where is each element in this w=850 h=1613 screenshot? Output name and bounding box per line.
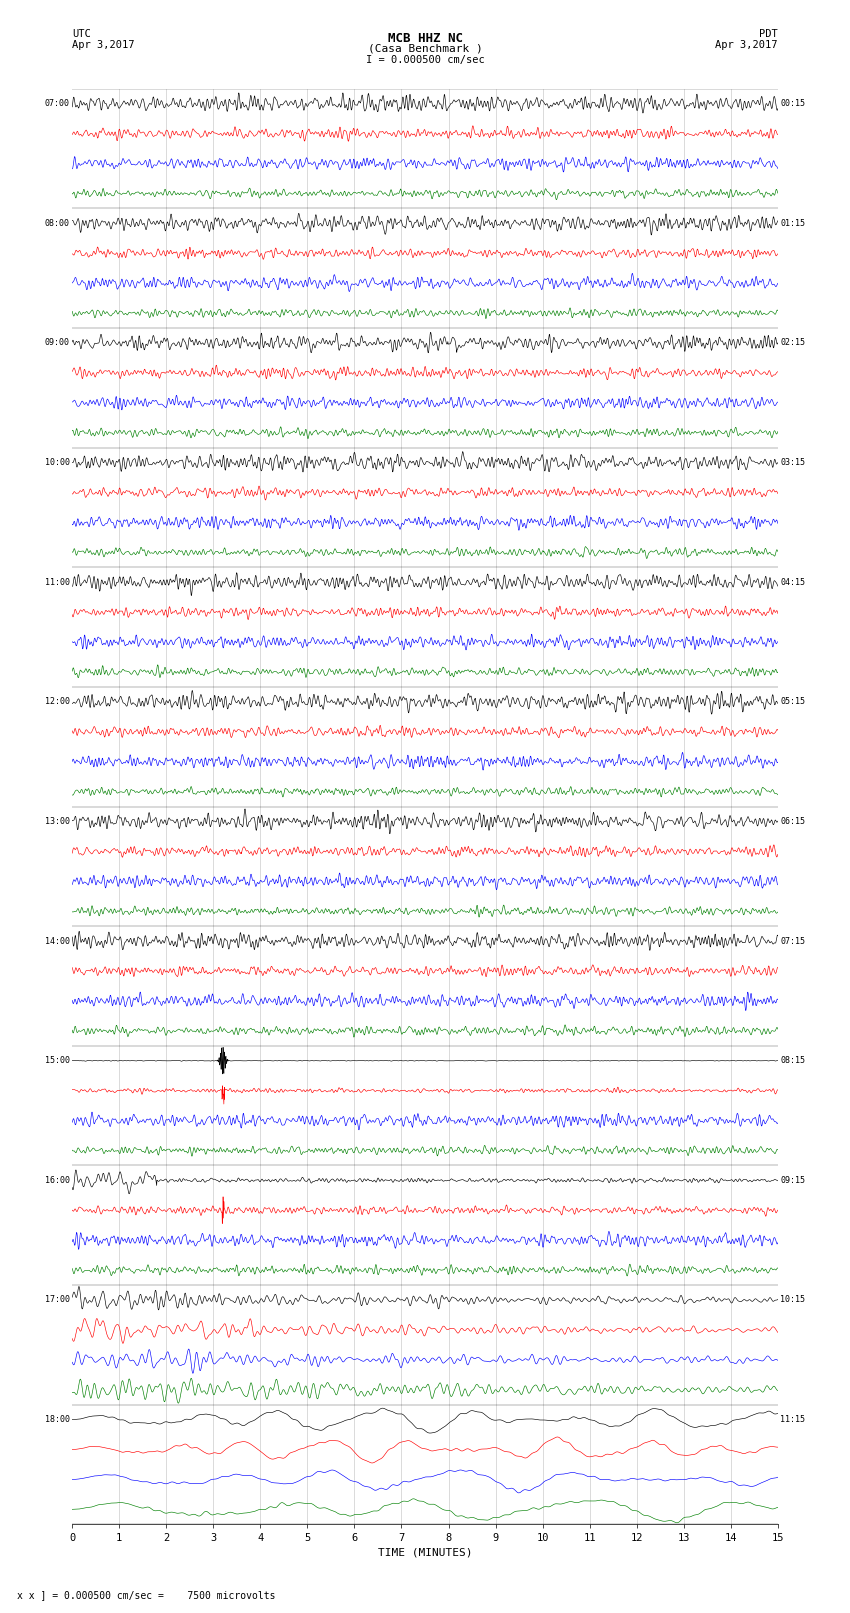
Text: (Casa Benchmark ): (Casa Benchmark ) xyxy=(367,44,483,53)
Text: 04:15: 04:15 xyxy=(780,577,805,587)
Text: 12:00: 12:00 xyxy=(45,697,70,706)
Text: UTC: UTC xyxy=(72,29,91,39)
Text: 07:15: 07:15 xyxy=(780,937,805,945)
Text: 01:15: 01:15 xyxy=(780,219,805,227)
Text: 15:00: 15:00 xyxy=(45,1057,70,1065)
Text: 09:00: 09:00 xyxy=(45,339,70,347)
Text: 17:00: 17:00 xyxy=(45,1295,70,1305)
Text: 11:00: 11:00 xyxy=(45,577,70,587)
X-axis label: TIME (MINUTES): TIME (MINUTES) xyxy=(377,1547,473,1558)
Text: 05:15: 05:15 xyxy=(780,697,805,706)
Text: 13:00: 13:00 xyxy=(45,816,70,826)
Text: I = 0.000500 cm/sec: I = 0.000500 cm/sec xyxy=(366,55,484,65)
Text: 07:00: 07:00 xyxy=(45,98,70,108)
Text: Apr 3,2017: Apr 3,2017 xyxy=(715,40,778,50)
Text: 08:00: 08:00 xyxy=(45,219,70,227)
Text: 00:15: 00:15 xyxy=(780,98,805,108)
Text: 03:15: 03:15 xyxy=(780,458,805,468)
Text: 02:15: 02:15 xyxy=(780,339,805,347)
Text: 18:00: 18:00 xyxy=(45,1415,70,1424)
Text: 10:00: 10:00 xyxy=(45,458,70,468)
Text: 16:00: 16:00 xyxy=(45,1176,70,1186)
Text: 09:15: 09:15 xyxy=(780,1176,805,1186)
Text: 14:00: 14:00 xyxy=(45,937,70,945)
Text: 08:15: 08:15 xyxy=(780,1057,805,1065)
Text: PDT: PDT xyxy=(759,29,778,39)
Text: 10:15: 10:15 xyxy=(780,1295,805,1305)
Text: MCB HHZ NC: MCB HHZ NC xyxy=(388,32,462,45)
Text: x x ] = 0.000500 cm/sec =    7500 microvolts: x x ] = 0.000500 cm/sec = 7500 microvolt… xyxy=(17,1590,275,1600)
Text: Apr 3,2017: Apr 3,2017 xyxy=(72,40,135,50)
Text: 06:15: 06:15 xyxy=(780,816,805,826)
Text: 11:15: 11:15 xyxy=(780,1415,805,1424)
